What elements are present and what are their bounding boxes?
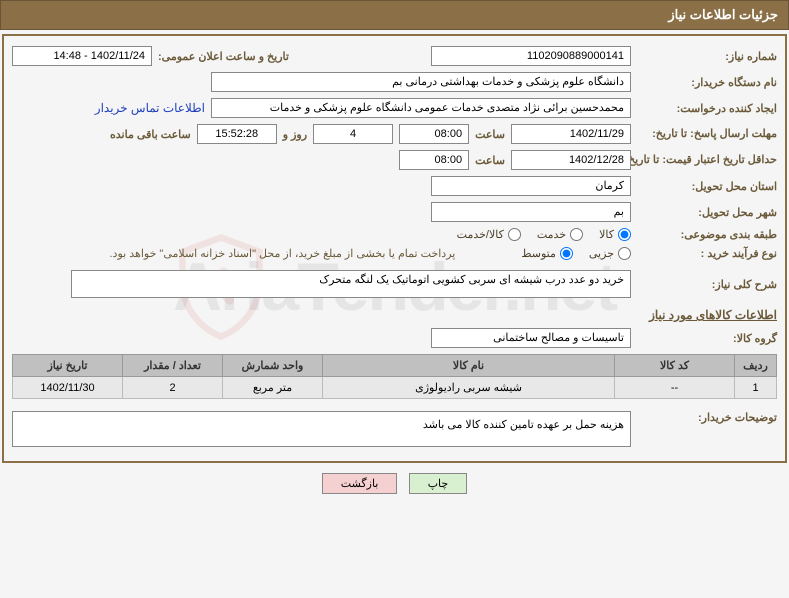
response-date-field: 1402/11/29	[511, 124, 631, 144]
radio-both-label: کالا/خدمت	[457, 228, 504, 241]
radio-service-label: خدمت	[537, 228, 566, 241]
td-unit: متر مربع	[223, 377, 323, 399]
radio-small[interactable]: جزیی	[589, 247, 631, 260]
goods-section-title: اطلاعات کالاهای مورد نیاز	[12, 308, 777, 322]
back-button[interactable]: بازگشت	[322, 473, 398, 494]
need-no-field: 1102090889000141	[431, 46, 631, 66]
response-time-field: 08:00	[399, 124, 469, 144]
province-label: استان محل تحویل:	[637, 180, 777, 193]
city-field: بم	[431, 202, 631, 222]
need-no-label: شماره نیاز:	[637, 50, 777, 63]
process-label: نوع فرآیند خرید :	[637, 247, 777, 260]
radio-both-input[interactable]	[508, 228, 521, 241]
requester-field: محمدحسین برائی نژاد متصدی خدمات عمومی دا…	[211, 98, 631, 118]
radio-goods-input[interactable]	[618, 228, 631, 241]
radio-service[interactable]: خدمت	[537, 228, 583, 241]
panel-title: جزئیات اطلاعات نیاز	[668, 7, 778, 22]
radio-medium-input[interactable]	[560, 247, 573, 260]
radio-both[interactable]: کالا/خدمت	[457, 228, 521, 241]
response-deadline-label: مهلت ارسال پاسخ: تا تاریخ:	[637, 128, 777, 140]
price-valid-date-field: 1402/12/28	[511, 150, 631, 170]
process-radio-group: جزیی متوسط	[521, 247, 631, 260]
buyer-desc-label: توضیحات خریدار:	[637, 411, 777, 424]
td-date: 1402/11/30	[13, 377, 123, 399]
table-header-row: ردیف کد کالا نام کالا واحد شمارش تعداد /…	[13, 355, 777, 377]
th-qty: تعداد / مقدار	[123, 355, 223, 377]
radio-medium-label: متوسط	[521, 247, 556, 260]
group-label: گروه کالا:	[637, 332, 777, 345]
time-label-1: ساعت	[475, 128, 505, 141]
th-code: کد کالا	[615, 355, 735, 377]
city-label: شهر محل تحویل:	[637, 206, 777, 219]
days-label: روز و	[283, 128, 307, 141]
td-row: 1	[735, 377, 777, 399]
price-valid-time-field: 08:00	[399, 150, 469, 170]
payment-note: پرداخت تمام یا بخشی از مبلغ خرید، از محل…	[110, 247, 456, 260]
summary-field: خرید دو عدد درب شیشه ای سربی کشویی اتوما…	[71, 270, 631, 298]
th-date: تاریخ نیاز	[13, 355, 123, 377]
group-field: تاسیسات و مصالح ساختمانی	[431, 328, 631, 348]
requester-label: ایجاد کننده درخواست:	[637, 102, 777, 115]
announce-field: 1402/11/24 - 14:48	[12, 46, 152, 66]
td-code: --	[615, 377, 735, 399]
print-button[interactable]: چاپ	[409, 473, 468, 494]
details-panel: شماره نیاز: 1102090889000141 تاریخ و ساع…	[2, 34, 787, 463]
buyer-field: دانشگاه علوم پزشکی و خدمات بهداشتی درمان…	[211, 72, 631, 92]
radio-goods[interactable]: کالا	[599, 228, 631, 241]
goods-table: ردیف کد کالا نام کالا واحد شمارش تعداد /…	[12, 354, 777, 399]
radio-service-input[interactable]	[570, 228, 583, 241]
radio-small-input[interactable]	[618, 247, 631, 260]
th-row: ردیف	[735, 355, 777, 377]
th-unit: واحد شمارش	[223, 355, 323, 377]
th-name: نام کالا	[323, 355, 615, 377]
button-bar: چاپ بازگشت	[0, 473, 789, 494]
time-label-2: ساعت	[475, 154, 505, 167]
td-qty: 2	[123, 377, 223, 399]
remaining-label: ساعت باقی مانده	[110, 128, 191, 141]
panel-header: جزئیات اطلاعات نیاز	[0, 0, 789, 30]
buyer-label: نام دستگاه خریدار:	[637, 76, 777, 89]
category-radio-group: کالا خدمت کالا/خدمت	[457, 228, 631, 241]
td-name: شیشه سربی رادیولوژی	[323, 377, 615, 399]
province-field: کرمان	[431, 176, 631, 196]
category-label: طبقه بندی موضوعی:	[637, 228, 777, 241]
buyer-contact-link[interactable]: اطلاعات تماس خریدار	[95, 101, 205, 115]
table-row: 1 -- شیشه سربی رادیولوژی متر مربع 2 1402…	[13, 377, 777, 399]
radio-medium[interactable]: متوسط	[521, 247, 573, 260]
announce-label: تاریخ و ساعت اعلان عمومی:	[158, 50, 289, 63]
radio-small-label: جزیی	[589, 247, 614, 260]
buyer-desc-field: هزینه حمل بر عهده تامین کننده کالا می با…	[12, 411, 631, 447]
radio-goods-label: کالا	[599, 228, 614, 241]
summary-label: شرح کلی نیاز:	[637, 278, 777, 291]
time-remaining-field: 15:52:28	[197, 124, 277, 144]
days-remaining-field: 4	[313, 124, 393, 144]
price-valid-label: حداقل تاریخ اعتبار قیمت: تا تاریخ:	[637, 154, 777, 166]
